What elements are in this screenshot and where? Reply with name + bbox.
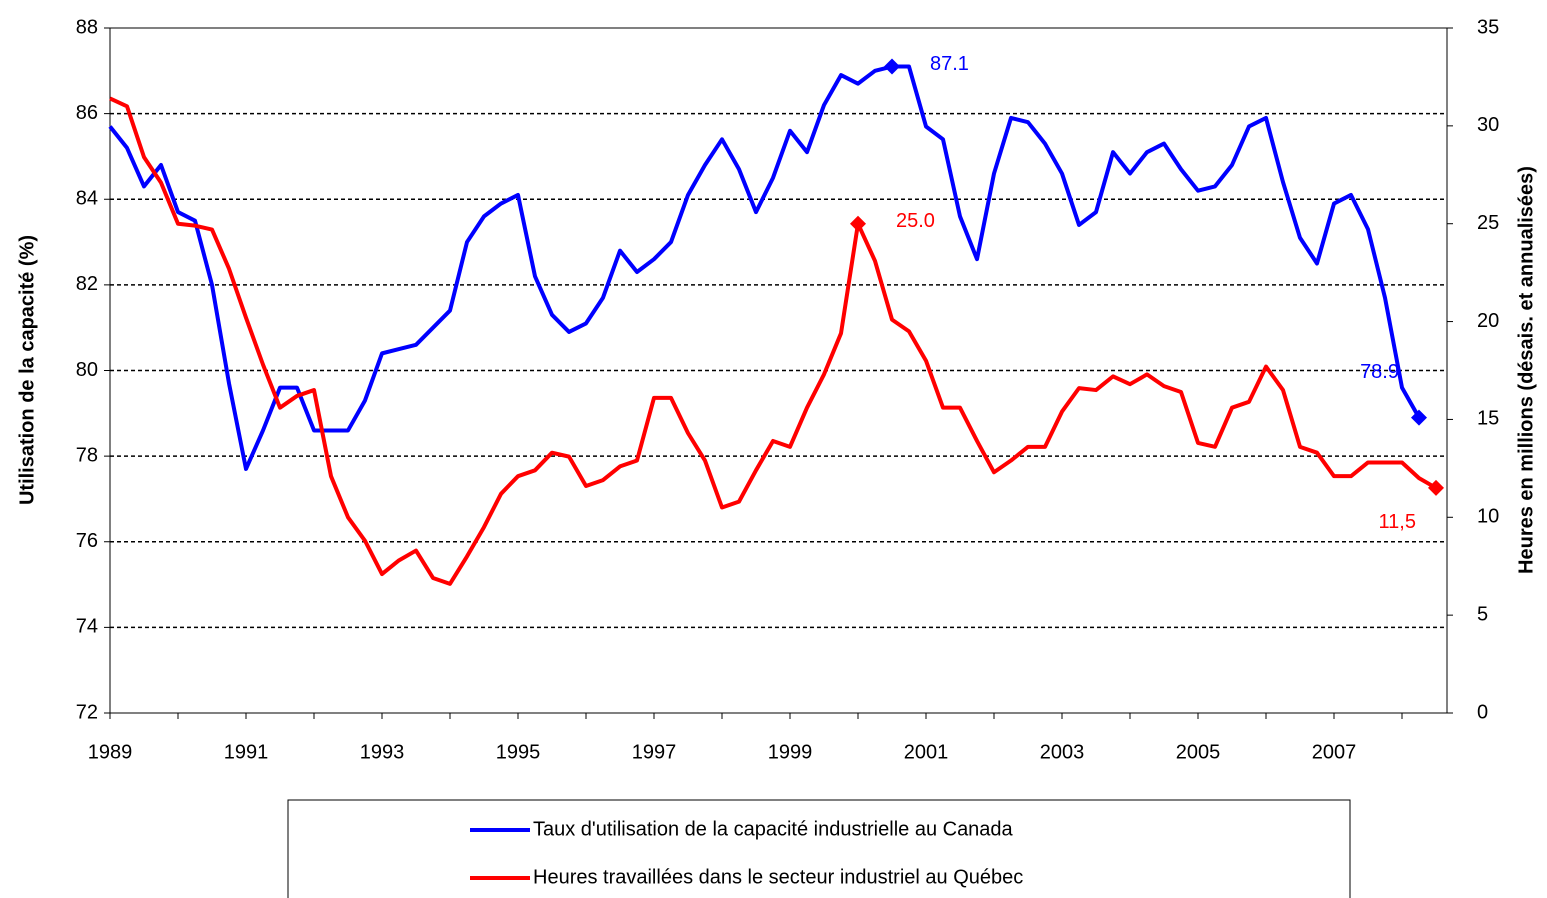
series-line <box>110 67 1419 469</box>
data-label: 11,5 <box>1379 511 1416 533</box>
data-label: 87.1 <box>930 53 969 75</box>
y2-tick-label: 25 <box>1477 212 1499 234</box>
chart: Utilisation de la capacité (%) Heures en… <box>0 0 1547 898</box>
x-tick-label: 2001 <box>904 741 949 763</box>
x-tick-label: 1991 <box>224 741 269 763</box>
x-tick-label: 1989 <box>88 741 133 763</box>
x-tick-label: 1999 <box>768 741 813 763</box>
y-tick-label: 80 <box>76 359 98 381</box>
legend-label: Heures travaillées dans le secteur indus… <box>533 866 1023 888</box>
y-tick-label: 88 <box>76 16 98 38</box>
y2-tick-label: 20 <box>1477 310 1499 332</box>
point-marker <box>850 216 866 232</box>
y2-tick-label: 0 <box>1477 701 1488 723</box>
x-tick-label: 2003 <box>1040 741 1085 763</box>
x-tick-label: 1997 <box>632 741 677 763</box>
y2-tick-label: 30 <box>1477 114 1499 136</box>
y-axis-title: Utilisation de la capacité (%) <box>16 235 38 505</box>
point-marker <box>1428 480 1444 496</box>
y2-axis-title: Heures en millions (désais. et annualisé… <box>1515 166 1537 574</box>
legend-label: Taux d'utilisation de la capacité indust… <box>533 818 1014 840</box>
y-tick-label: 82 <box>76 273 98 295</box>
point-marker <box>884 59 900 75</box>
y2-tick-label: 5 <box>1477 603 1488 625</box>
x-tick-label: 1995 <box>496 741 541 763</box>
y-tick-label: 86 <box>76 102 98 124</box>
point-marker <box>1411 410 1427 426</box>
y-tick-label: 74 <box>76 616 98 638</box>
x-tick-label: 2005 <box>1176 741 1221 763</box>
y2-tick-label: 15 <box>1477 408 1499 430</box>
data-label: 25.0 <box>896 210 935 232</box>
y-tick-label: 78 <box>76 444 98 466</box>
data-label: 78.9 <box>1360 361 1399 383</box>
y-tick-label: 72 <box>76 701 98 723</box>
y2-tick-label: 35 <box>1477 16 1499 38</box>
y2-tick-label: 10 <box>1477 506 1499 528</box>
y-tick-label: 84 <box>76 188 98 210</box>
series-line <box>110 98 1436 583</box>
x-tick-label: 2007 <box>1312 741 1357 763</box>
x-tick-label: 1993 <box>360 741 405 763</box>
y-tick-label: 76 <box>76 530 98 552</box>
